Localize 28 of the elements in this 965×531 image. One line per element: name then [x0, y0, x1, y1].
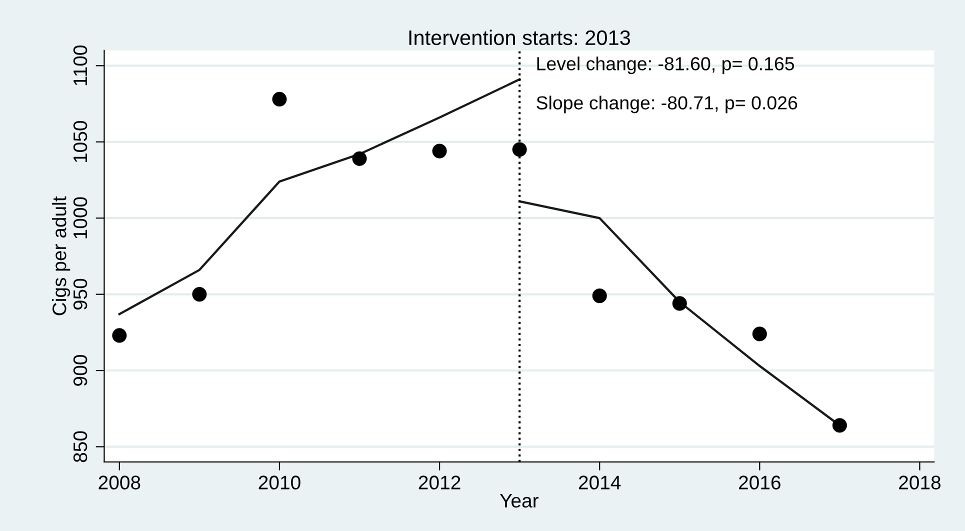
point	[512, 142, 527, 157]
point	[432, 144, 447, 158]
annotation: Slope change: -80.71, p= 0.026	[536, 96, 798, 114]
y-tick-label: 850	[73, 431, 88, 462]
point	[192, 287, 207, 302]
x-tick-label: 2008	[98, 476, 140, 490]
point	[352, 151, 367, 166]
chart-title: Intervention starts: 2013	[409, 30, 630, 46]
point	[672, 296, 687, 311]
y-tick-label: 1050	[73, 121, 88, 162]
x-tick-label: 2016	[739, 476, 780, 490]
point	[272, 92, 287, 106]
x-tick-label: 2010	[258, 476, 300, 490]
x-tick-label: 2018	[899, 476, 940, 490]
y-axis-title: Cigs per adult	[52, 196, 70, 316]
annotation: Level change: -81.60, p= 0.165	[537, 56, 794, 74]
point	[752, 326, 767, 342]
point	[112, 328, 127, 343]
line-series	[118, 78, 521, 316]
point	[592, 288, 607, 304]
x-tick-label: 2014	[578, 476, 621, 490]
x-tick-label: 2012	[418, 476, 460, 490]
y-tick-label: 1000	[73, 197, 88, 238]
y-tick-label: 1100	[73, 46, 88, 86]
point	[832, 418, 847, 433]
x-axis-title: Year	[500, 494, 538, 508]
y-tick-label: 950	[73, 278, 88, 310]
y-tick-label: 900	[73, 355, 88, 386]
